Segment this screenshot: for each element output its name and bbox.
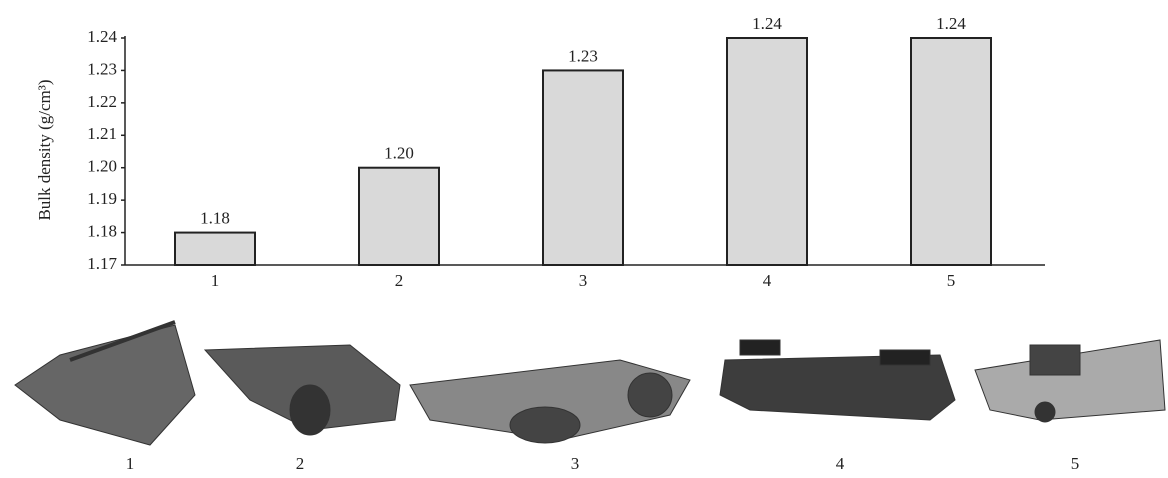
y-tick-label: 1.19 [87,189,117,208]
machine-4 [720,340,955,420]
bar [727,38,807,265]
bar [543,70,623,265]
value-label: 1.24 [936,14,966,33]
value-label: 1.20 [384,144,414,163]
y-tick-label: 1.17 [87,254,117,273]
machine-1 [15,322,195,445]
machine-images [15,322,1165,445]
image-label: 4 [836,454,845,473]
value-label: 1.23 [568,46,598,65]
y-axis-label: Bulk density (g/cm³) [35,79,54,220]
bar [359,168,439,265]
y-tick-label: 1.21 [87,124,117,143]
y-tick-label: 1.24 [87,27,117,46]
y-tick-label: 1.20 [87,157,117,176]
page: Bulk density (g/cm³) 1.17 1.18 1.19 1.20 1.2… [0,0,1168,478]
image-label: 3 [571,454,580,473]
y-tick-label: 1.23 [87,59,117,78]
chart: Bulk density (g/cm³) 1.17 1.18 1.19 1.20 1.2… [0,0,1168,478]
x-tick-label: 4 [763,271,772,290]
machine-3 [410,360,690,443]
y-tick-label: 1.18 [87,221,117,240]
machine-5 [975,340,1165,422]
bar [175,233,255,265]
value-label: 1.18 [200,208,230,227]
image-label: 1 [126,454,135,473]
x-tick-label: 5 [947,271,956,290]
x-tick-label: 3 [579,271,588,290]
image-label: 5 [1071,454,1080,473]
value-label: 1.24 [752,14,782,33]
bar [911,38,991,265]
x-tick-label: 2 [395,271,404,290]
y-tick-label: 1.22 [87,92,117,111]
image-label: 2 [296,454,305,473]
x-tick-label: 1 [211,271,220,290]
machine-2 [205,345,400,435]
